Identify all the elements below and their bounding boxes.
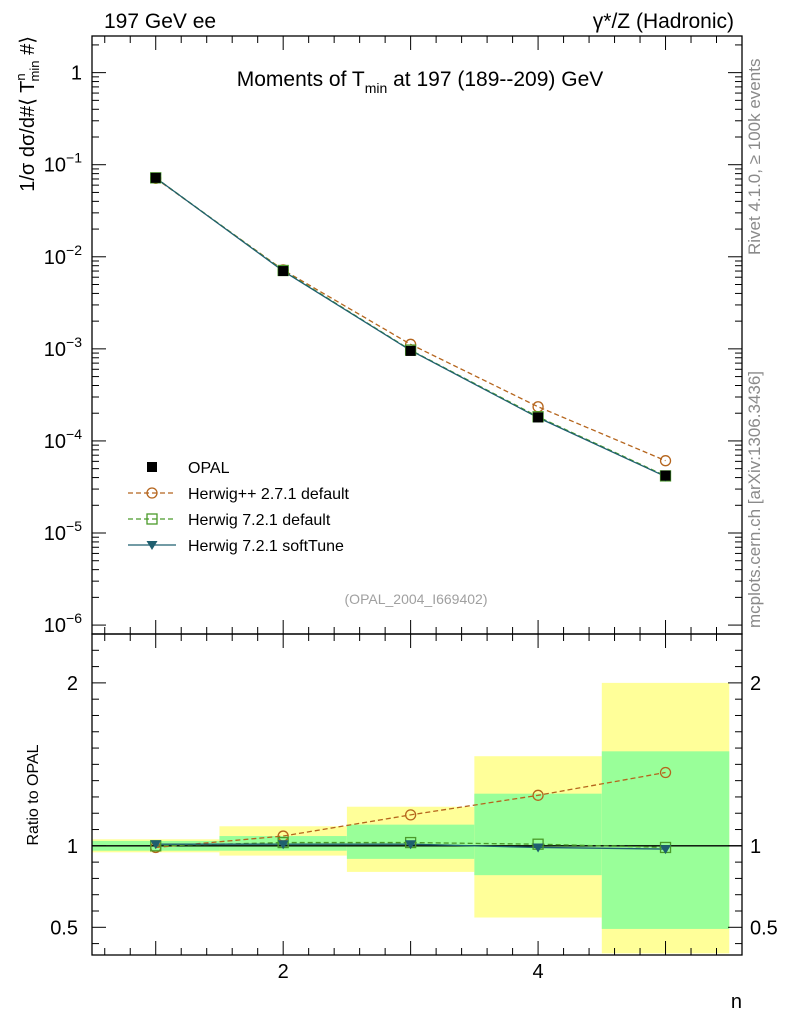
ratio-y-tick-label-right: 2	[750, 673, 761, 695]
main-series-line	[155, 177, 666, 462]
legend-label: OPAL	[188, 460, 230, 477]
stat-uncertainty-band	[601, 751, 730, 929]
main-series-point	[278, 266, 289, 277]
y-tick-label: 1	[71, 63, 82, 85]
main-series-point	[660, 470, 671, 481]
y-axis-label: 1/σ dσ/d#⟨ Tnmin #⟩	[13, 36, 42, 192]
y-tick-label: 10−1	[44, 150, 82, 177]
main-series-point	[405, 345, 416, 356]
ratio-series-point	[277, 840, 289, 850]
legend-marker	[146, 513, 158, 525]
legend-marker	[146, 541, 158, 550]
main-series-line	[155, 177, 666, 478]
ratio-series-point	[405, 840, 417, 850]
legend-label: Herwig 7.2.1 default	[188, 512, 331, 529]
axis-ticks	[92, 36, 743, 955]
ratio-series-line	[155, 771, 666, 849]
legend: OPAL Herwig++ 2.7.1 default Herwig 7.2.1 d…	[128, 460, 350, 555]
ratio-uncertainty-bands	[92, 682, 730, 954]
y-tick-label: 10−3	[44, 334, 82, 361]
legend-marker	[147, 462, 157, 472]
main-series-point	[659, 455, 672, 467]
legend-marker	[146, 487, 158, 499]
ratio-y-tick-label-left: 2	[67, 673, 78, 695]
stat-uncertainty-band	[474, 793, 602, 876]
main-title: Moments of Tmin at 197 (189--209) GeV	[237, 68, 604, 96]
y-tick-label: 10−2	[44, 242, 82, 269]
ratio-series-point	[532, 843, 544, 853]
legend-label: Herwig 7.2.1 softTune	[188, 538, 344, 555]
y-tick-label: 10−5	[44, 518, 82, 545]
ratio-series-point	[150, 840, 162, 850]
main-series-point	[150, 172, 161, 183]
y-tick-label: 10−4	[44, 426, 82, 453]
x-tick-label: 2	[278, 961, 289, 983]
y-tick-label: 10−6	[44, 610, 82, 637]
header-left: 197 GeV ee	[104, 10, 216, 33]
side-label-rivet: Rivet 4.1.0, ≥ 100k events	[745, 59, 764, 255]
ratio-y-tick-label-left: 0.5	[50, 917, 78, 939]
main-series-point	[532, 401, 544, 413]
x-axis-label: n	[731, 991, 742, 1013]
ratio-y-label: Ratio to OPAL	[25, 744, 42, 845]
main-series-point	[533, 412, 544, 423]
header-right: γ*/Z (Hadronic)	[593, 10, 734, 33]
main-series-line	[155, 177, 666, 477]
x-tick-label: 4	[533, 961, 544, 983]
ratio-plot-frame	[91, 633, 743, 956]
legend-label: Herwig++ 2.7.1 default	[188, 486, 350, 503]
analysis-annotation: (OPAL_2004_I669402)	[345, 591, 488, 607]
ratio-series-point	[659, 766, 672, 779]
series-markers	[150, 172, 672, 855]
ratio-y-tick-label-left: 1	[67, 836, 78, 858]
ratio-y-tick-label-right: 0.5	[750, 917, 778, 939]
axis-labels: 1 10−1 10−2 10−3 10−4 10−5 10−6 0.5 0.5 1 1 2 2 2 4	[44, 63, 778, 983]
side-label-mcplots: mcplots.cern.ch [arXiv:1306.3436]	[745, 371, 764, 628]
ratio-y-tick-label-right: 1	[750, 836, 761, 858]
plot-frames	[91, 35, 743, 956]
ratio-series-point	[660, 845, 672, 855]
ratio-series-point	[404, 809, 417, 821]
ratio-series-point	[532, 789, 544, 801]
